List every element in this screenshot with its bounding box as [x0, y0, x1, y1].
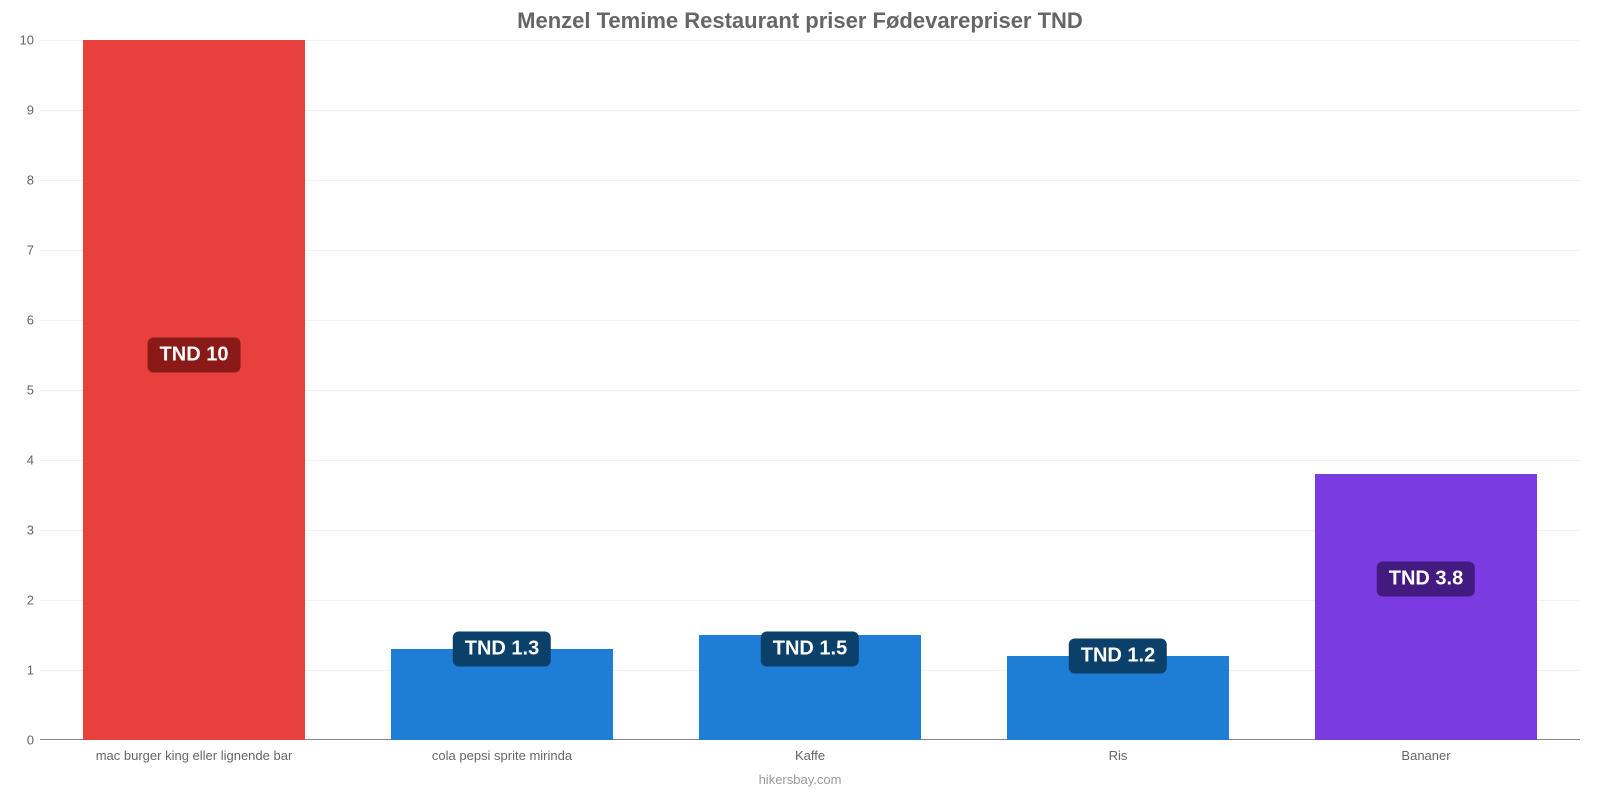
y-tick-label: 6: [27, 313, 34, 328]
x-tick-label: cola pepsi sprite mirinda: [432, 748, 572, 763]
bar-value-label: TND 10: [148, 338, 241, 373]
x-tick-label: mac burger king eller lignende bar: [96, 748, 293, 763]
bar-value-label: TND 1.2: [1069, 639, 1167, 674]
y-tick-label: 0: [27, 733, 34, 748]
x-tick-label: Bananer: [1401, 748, 1450, 763]
x-tick-label: Kaffe: [795, 748, 825, 763]
y-tick-label: 4: [27, 453, 34, 468]
bar-value-label: TND 3.8: [1377, 562, 1475, 597]
bar: [83, 40, 305, 740]
credit-text: hikersbay.com: [759, 772, 842, 787]
bar: [1315, 474, 1537, 740]
y-tick-label: 9: [27, 103, 34, 118]
y-tick-label: 8: [27, 173, 34, 188]
y-tick-label: 1: [27, 663, 34, 678]
bar-value-label: TND 1.3: [453, 632, 551, 667]
price-bar-chart: Menzel Temime Restaurant priser Fødevare…: [0, 0, 1600, 800]
y-tick-label: 10: [20, 33, 34, 48]
y-tick-label: 5: [27, 383, 34, 398]
x-tick-label: Ris: [1109, 748, 1128, 763]
chart-title: Menzel Temime Restaurant priser Fødevare…: [0, 0, 1600, 34]
y-tick-label: 3: [27, 523, 34, 538]
y-tick-label: 2: [27, 593, 34, 608]
y-tick-label: 7: [27, 243, 34, 258]
bar-value-label: TND 1.5: [761, 632, 859, 667]
plot-area: 012345678910mac burger king eller lignen…: [40, 40, 1580, 740]
